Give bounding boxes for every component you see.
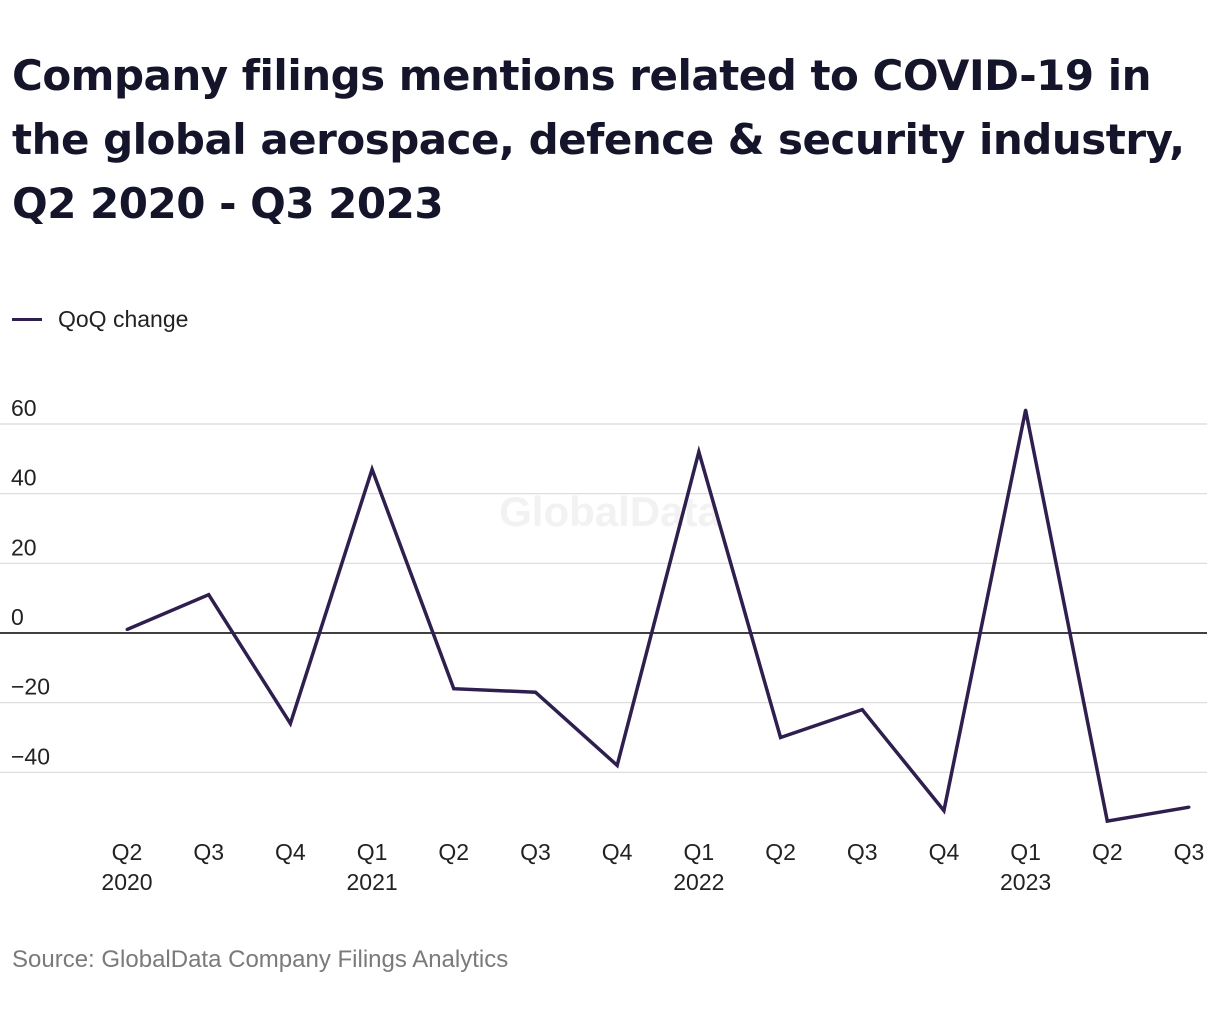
data-point [452, 687, 456, 691]
legend-label: QoQ change [58, 306, 189, 332]
data-point [1105, 819, 1109, 823]
data-point [370, 467, 374, 471]
x-tick-year-label: 2020 [101, 869, 152, 895]
data-point [697, 450, 701, 454]
x-tick-label: Q1 [684, 839, 715, 865]
x-tick-label: Q4 [602, 839, 633, 865]
y-tick-label: −40 [11, 743, 50, 769]
x-tick-label: Q1 [1010, 839, 1041, 865]
data-point [615, 763, 619, 767]
legend: QoQ change [12, 306, 188, 333]
x-tick-label: Q2 [112, 839, 143, 865]
y-tick-label: 20 [11, 534, 37, 560]
data-point [207, 593, 211, 597]
x-tick-label: Q3 [1174, 839, 1205, 865]
series-line [126, 409, 1190, 824]
y-tick-label: −20 [11, 674, 50, 700]
x-tick-label: Q2 [1092, 839, 1123, 865]
x-tick-year-label: 2021 [346, 869, 397, 895]
data-point [1187, 805, 1191, 809]
data-point [125, 628, 129, 632]
chart-title: Company filings mentions related to COVI… [12, 51, 1185, 228]
data-point [1024, 408, 1028, 412]
x-tick-label: Q3 [520, 839, 551, 865]
x-tick-label: Q4 [929, 839, 960, 865]
y-tick-label: 60 [11, 395, 37, 421]
y-tick-label: 0 [11, 604, 24, 630]
data-point [533, 690, 537, 694]
x-tick-label: Q4 [275, 839, 306, 865]
data-point [860, 708, 864, 712]
data-point [942, 809, 946, 813]
x-tick-label: Q3 [193, 839, 224, 865]
data-point [288, 722, 292, 726]
legend-swatch [12, 318, 42, 321]
source-note: Source: GlobalData Company Filings Analy… [12, 946, 509, 973]
data-point [779, 736, 783, 739]
y-tick-label: 40 [11, 465, 37, 491]
x-tick-label: Q2 [438, 839, 469, 865]
x-tick-label: Q2 [765, 839, 796, 865]
x-tick-year-label: 2022 [673, 869, 724, 895]
x-tick-label: Q1 [357, 839, 388, 865]
x-tick-year-label: 2023 [1000, 869, 1051, 895]
x-tick-label: Q3 [847, 839, 878, 865]
